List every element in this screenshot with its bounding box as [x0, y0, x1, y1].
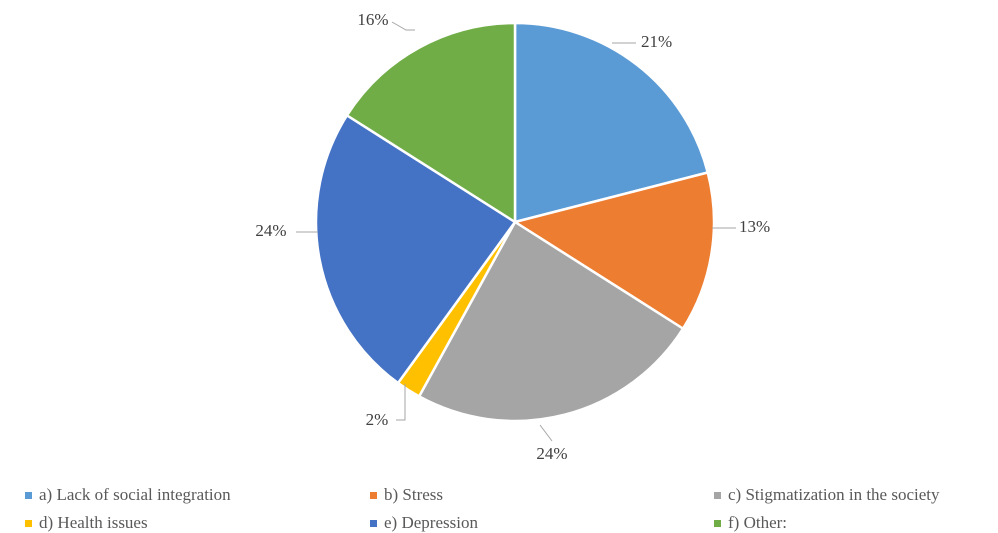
- leader-lines: [296, 21, 736, 442]
- pie-slice-e: [314, 114, 517, 385]
- legend-swatch-d: [25, 519, 32, 527]
- legend-label-d: d) Health issues: [39, 513, 148, 532]
- legend-item-b: b) Stress: [370, 485, 443, 505]
- pie-slice-a: [513, 21, 709, 224]
- leader-line-c: [539, 424, 553, 442]
- pie-slice-c: [417, 220, 685, 423]
- leader-line-f: [391, 21, 415, 31]
- legend-item-f: f) Other:: [714, 513, 787, 533]
- legend-label-e: e) Depression: [384, 513, 478, 532]
- legend-item-d: d) Health issues: [25, 513, 148, 533]
- legend-item-e: e) Depression: [370, 513, 478, 533]
- pie-slices: [314, 21, 716, 423]
- legend-swatch-c: [714, 491, 721, 499]
- legend-swatch-f: [714, 519, 721, 527]
- data-label-d: 2%: [366, 410, 389, 429]
- legend: a) Lack of social integration b) Stress …: [0, 480, 998, 533]
- pie-slice-f: [345, 21, 517, 224]
- data-label-e: 24%: [255, 221, 286, 240]
- data-label-a: 21%: [641, 32, 672, 51]
- legend-item-a: a) Lack of social integration: [25, 485, 231, 505]
- legend-label-b: b) Stress: [384, 485, 444, 504]
- legend-label-a: a) Lack of social integration: [39, 485, 231, 504]
- pie-slice-b: [513, 171, 716, 330]
- leader-line-d: [396, 384, 406, 421]
- legend-item-c: c) Stigmatization in the society: [714, 485, 940, 505]
- legend-label-f: f) Other:: [728, 513, 788, 532]
- legend-swatch-e: [370, 519, 377, 527]
- legend-swatch-b: [370, 491, 377, 499]
- data-label-c: 24%: [536, 444, 567, 463]
- legend-swatch-a: [25, 491, 32, 499]
- data-label-f: 16%: [357, 10, 388, 29]
- legend-label-c: c) Stigmatization in the society: [728, 485, 940, 504]
- data-label-b: 13%: [739, 217, 770, 236]
- data-labels: 21% 13% 24% 2% 24% 16%: [255, 10, 770, 463]
